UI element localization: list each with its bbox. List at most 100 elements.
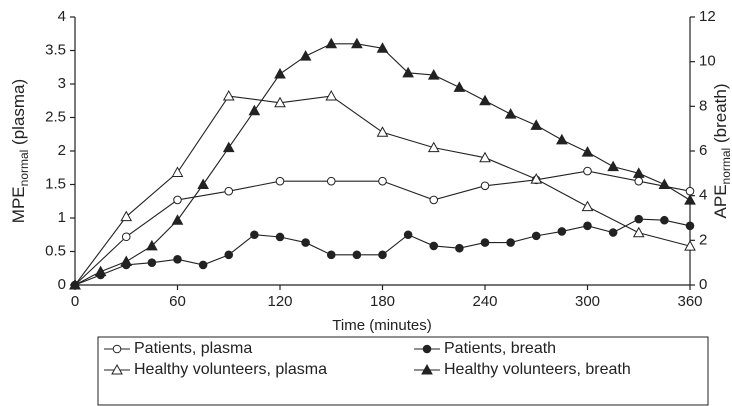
data-point — [480, 181, 490, 191]
y2-label-rest: (breath) — [711, 84, 730, 148]
data-point — [325, 90, 338, 101]
data-point — [506, 238, 515, 247]
legend-label: Patients, breath — [444, 340, 556, 357]
data-point — [479, 151, 491, 163]
x-axis-label: Time (minutes) — [332, 317, 431, 334]
data-point — [325, 37, 338, 49]
y-tick-label: 3 — [58, 75, 66, 92]
data-point — [531, 231, 541, 241]
data-point — [275, 232, 285, 242]
x-tick-label: 120 — [267, 293, 292, 310]
x-tick-label: 180 — [370, 293, 395, 310]
series-line — [74, 43, 691, 286]
data-point — [173, 255, 182, 264]
x-tick-label: 60 — [169, 293, 186, 310]
legend-label: Patients, plasma — [134, 340, 252, 357]
data-point — [685, 221, 695, 231]
y-label-rest: (plasma) — [9, 79, 28, 150]
data-point — [274, 67, 286, 79]
data-point — [660, 215, 669, 225]
data-point — [274, 96, 286, 108]
legend-label: Healthy volunteers, plasma — [134, 361, 327, 378]
data-point — [351, 37, 363, 49]
data-point — [556, 133, 568, 145]
data-point — [275, 176, 285, 186]
data-point — [429, 195, 439, 205]
data-point — [581, 146, 594, 157]
data-point — [222, 141, 235, 153]
data-point — [224, 186, 234, 196]
legend-marker — [422, 344, 432, 354]
y-label-main: MPE — [9, 186, 28, 223]
data-point — [634, 176, 644, 186]
legend-label: Healthy volunteers, breath — [444, 361, 631, 378]
data-point — [171, 214, 184, 225]
data-point — [69, 278, 81, 290]
data-point — [121, 232, 131, 242]
y2-tick-label: 0 — [699, 276, 707, 293]
data-point — [480, 238, 490, 247]
data-point — [607, 160, 619, 172]
legend-box — [97, 336, 709, 406]
data-point — [453, 81, 466, 92]
y-axis-label: MPEnormal (plasma) — [9, 79, 31, 223]
data-point — [352, 250, 362, 260]
data-point — [583, 221, 592, 231]
data-point — [326, 176, 336, 186]
x-tick-label: 360 — [677, 293, 702, 310]
y-tick-label: 1.5 — [45, 175, 66, 192]
data-point — [376, 42, 389, 53]
y2-axis-label: APEnormal (breath) — [711, 84, 732, 219]
data-point — [248, 104, 261, 116]
data-point — [634, 214, 644, 224]
x-tick-label: 300 — [575, 293, 600, 310]
y-tick-label: 3.5 — [45, 41, 66, 58]
data-point — [632, 226, 645, 238]
data-point — [299, 50, 312, 61]
y2-tick-label: 10 — [699, 53, 716, 70]
y-label-sub: normal — [17, 150, 31, 187]
data-point — [429, 241, 439, 251]
y2-tick-label: 8 — [699, 97, 707, 114]
data-point — [455, 243, 464, 253]
legend-marker — [111, 363, 123, 375]
data-point — [197, 178, 209, 189]
y2-tick-label: 6 — [699, 142, 707, 159]
data-point — [147, 258, 157, 267]
data-point — [120, 210, 133, 222]
data-point — [250, 230, 259, 240]
data-point — [146, 239, 158, 251]
data-point — [403, 230, 413, 240]
data-point — [581, 200, 594, 212]
data-point — [583, 166, 592, 176]
y2-label-main: APE — [711, 184, 730, 218]
data-point — [530, 119, 543, 130]
y2-tick-label: 4 — [699, 187, 707, 204]
data-point — [632, 167, 645, 178]
y-tick-label: 0 — [58, 276, 66, 293]
data-point — [479, 94, 491, 106]
data-point — [557, 227, 567, 236]
data-point — [326, 250, 336, 260]
data-point — [378, 176, 387, 186]
data-point — [173, 195, 182, 205]
legend-marker — [421, 363, 433, 375]
data-point — [120, 255, 133, 267]
data-point — [684, 194, 696, 205]
data-point — [427, 141, 440, 153]
y-tick-label: 0.5 — [45, 242, 66, 259]
y2-label-sub: normal — [719, 148, 732, 185]
y-tick-label: 4 — [58, 8, 66, 25]
data-point — [684, 240, 696, 251]
data-point — [222, 90, 235, 101]
y2-tick-label: 12 — [699, 8, 716, 25]
y-tick-label: 1 — [58, 209, 66, 226]
y-tick-label: 2 — [58, 142, 66, 159]
data-point — [530, 173, 543, 184]
data-point — [224, 250, 234, 260]
data-point — [504, 108, 517, 119]
data-point — [94, 265, 107, 277]
y2-tick-label: 2 — [699, 231, 707, 248]
data-point — [658, 178, 671, 189]
